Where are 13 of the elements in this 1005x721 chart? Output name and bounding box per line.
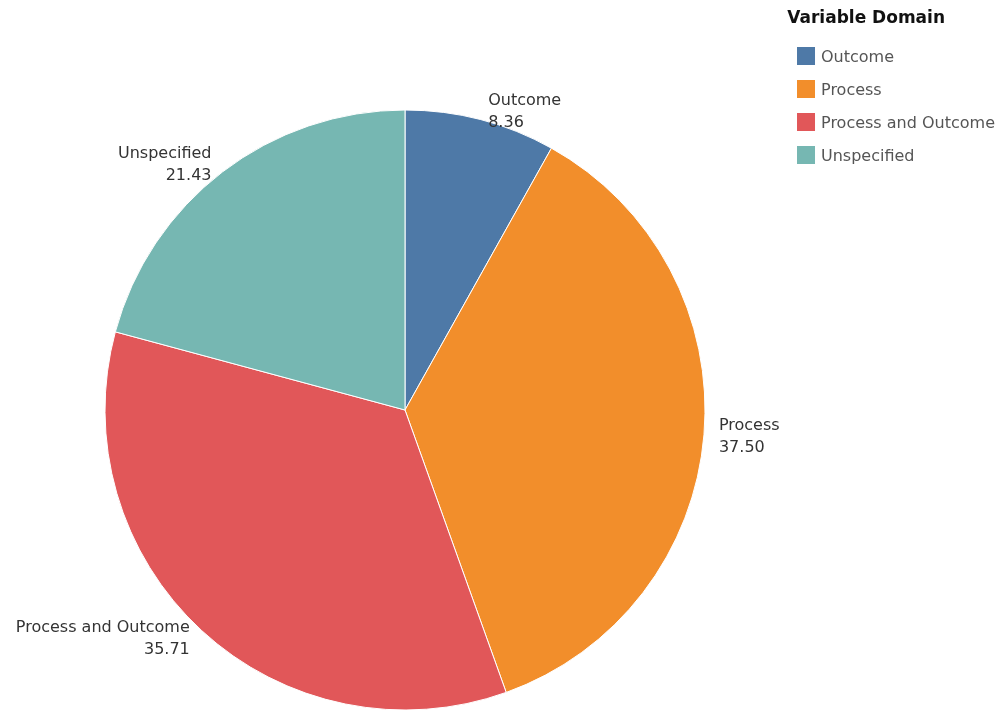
- slice-label: Unspecified: [117, 143, 212, 163]
- data-label: 21.43: [165, 165, 212, 185]
- data-label: 8.36: [488, 111, 524, 131]
- slice-label: Process and Outcome: [15, 617, 190, 637]
- legend-label: Outcome: [821, 46, 895, 66]
- legend-label: Process and Outcome: [821, 112, 996, 132]
- slice-label: Outcome: [488, 89, 562, 109]
- data-label: 35.71: [143, 639, 190, 659]
- legend-label: Process: [821, 79, 882, 99]
- legend-label: Unspecified: [821, 145, 915, 165]
- slice-label: Process: [718, 415, 780, 435]
- data-label: 37.50: [718, 437, 765, 457]
- legend-title: Variable Domain: [787, 6, 945, 27]
